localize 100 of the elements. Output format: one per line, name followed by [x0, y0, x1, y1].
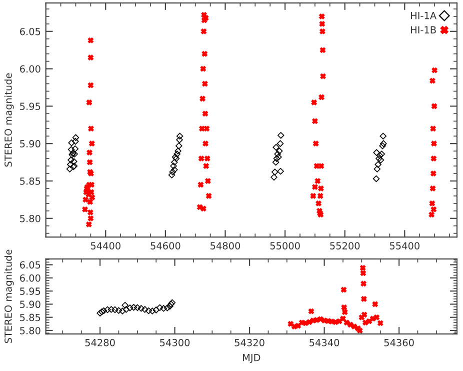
- point: [274, 150, 281, 158]
- point: [372, 301, 378, 308]
- y-tick-label: 5.90: [20, 140, 40, 148]
- point: [318, 316, 324, 322]
- x-axis-title: MJD: [242, 354, 260, 364]
- point: [272, 168, 278, 176]
- point: [288, 321, 294, 327]
- point: [374, 314, 380, 320]
- point: [166, 302, 174, 310]
- point: [374, 161, 382, 168]
- point: [170, 162, 177, 170]
- point: [176, 136, 183, 144]
- y-tick-label: 5.95: [20, 288, 40, 295]
- y-tick-label: 5.80: [20, 214, 40, 222]
- point: [66, 161, 74, 168]
- x-tick-label: 54280: [85, 338, 115, 346]
- point: [72, 138, 79, 145]
- point: [100, 307, 108, 314]
- point: [171, 158, 178, 166]
- point: [70, 158, 78, 165]
- point: [361, 296, 367, 302]
- point: [380, 140, 387, 147]
- y-tick-label: 6.05: [20, 261, 40, 269]
- point: [134, 304, 141, 311]
- x-tick-label: 54600: [150, 242, 180, 250]
- point: [112, 306, 118, 314]
- point: [71, 150, 78, 158]
- point: [277, 168, 284, 175]
- point: [373, 149, 380, 156]
- y-tick-label: 5.85: [20, 177, 40, 185]
- point: [115, 307, 122, 314]
- point: [122, 302, 128, 309]
- point: [168, 300, 174, 308]
- point: [72, 145, 79, 152]
- point: [119, 308, 126, 314]
- y-axis-title: STEREO magnitude: [4, 73, 14, 167]
- point: [272, 144, 280, 151]
- point: [176, 132, 184, 140]
- x-tick-label: 54360: [384, 338, 414, 346]
- point: [68, 146, 75, 153]
- point: [380, 132, 386, 140]
- point: [379, 142, 386, 150]
- point: [171, 166, 178, 174]
- point: [270, 174, 278, 181]
- point: [273, 155, 280, 162]
- x-tick-label: 54340: [310, 338, 340, 346]
- point: [108, 306, 115, 313]
- point: [351, 324, 358, 330]
- point: [164, 304, 171, 312]
- point: [168, 172, 176, 178]
- point: [272, 158, 280, 166]
- point: [276, 140, 284, 147]
- point: [122, 306, 130, 313]
- point: [275, 154, 282, 160]
- point: [98, 308, 106, 316]
- point: [68, 139, 75, 146]
- point: [340, 316, 346, 322]
- point: [126, 304, 134, 312]
- point: [174, 150, 180, 158]
- x-tick-label: 54400: [90, 242, 120, 250]
- x-tick-label: 54320: [234, 338, 264, 346]
- point: [276, 148, 283, 154]
- point: [96, 310, 104, 316]
- y-tick-label: 6.00: [20, 65, 40, 73]
- point: [156, 304, 164, 311]
- point: [376, 155, 382, 162]
- point: [361, 312, 368, 318]
- point: [145, 307, 152, 314]
- y-tick-label: 6.05: [20, 28, 40, 36]
- point: [378, 150, 385, 158]
- y-tick-label: 5.95: [20, 102, 40, 110]
- point: [360, 270, 366, 276]
- point: [148, 308, 156, 314]
- legend-label: HI-1A: [410, 12, 436, 20]
- point: [356, 328, 363, 334]
- point: [138, 305, 145, 312]
- point: [374, 166, 381, 172]
- point: [377, 156, 384, 164]
- point: [68, 156, 74, 164]
- y-tick-label: 5.90: [20, 300, 40, 308]
- y-tick-label: 5.80: [20, 326, 40, 334]
- point: [142, 306, 148, 313]
- point: [176, 142, 182, 150]
- point: [72, 134, 80, 141]
- point: [308, 308, 314, 314]
- x-tick-label: 54800: [210, 242, 240, 250]
- point: [169, 168, 176, 176]
- point: [174, 148, 182, 154]
- point: [66, 166, 74, 172]
- point: [372, 175, 380, 182]
- point: [376, 152, 384, 159]
- point: [341, 304, 347, 310]
- point: [378, 320, 384, 326]
- point: [342, 309, 348, 315]
- y-tick-label: 5.85: [20, 314, 40, 322]
- y-axis-title: STEREO magnitude: [4, 250, 14, 344]
- legend-label: HI-1B: [410, 26, 436, 34]
- x-tick-label: 55200: [330, 242, 360, 250]
- point: [104, 306, 111, 314]
- point: [152, 306, 160, 314]
